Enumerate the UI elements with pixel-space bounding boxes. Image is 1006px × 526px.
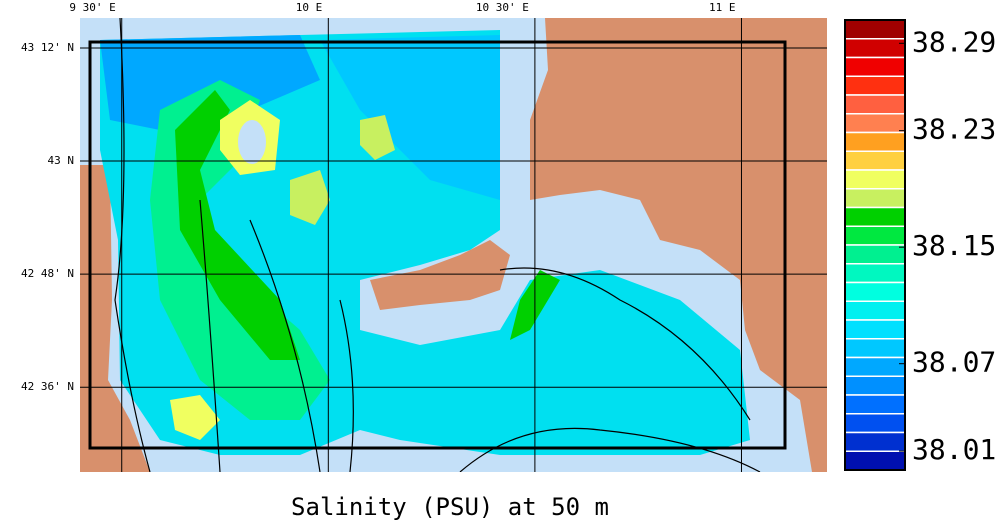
- colorbar-label: 38.07: [912, 346, 996, 379]
- color-step: [844, 338, 906, 359]
- salinity-low-east: [320, 35, 500, 200]
- map-field: [80, 18, 827, 472]
- land-mainland: [530, 18, 827, 472]
- colorbar-label: 38.15: [912, 229, 996, 262]
- color-step: [844, 413, 906, 434]
- color-step: [844, 113, 906, 134]
- island: [238, 120, 266, 164]
- color-step: [844, 169, 906, 190]
- color-step: [844, 225, 906, 246]
- salinity-patch: [360, 115, 395, 160]
- colorbar-label: 38.29: [912, 25, 996, 58]
- color-step: [844, 281, 906, 302]
- land-corsica: [80, 165, 150, 472]
- salinity-patch: [290, 170, 330, 225]
- color-step: [844, 263, 906, 284]
- domain-box: [88, 40, 787, 450]
- salinity-patch: [170, 395, 220, 440]
- color-step: [844, 131, 906, 152]
- lat-label: 42 48' N: [21, 267, 74, 280]
- colorbar: 38.29 38.23 38.15 38.07 38.01: [844, 19, 996, 471]
- color-step: [844, 150, 906, 171]
- color-step: [844, 431, 906, 452]
- lon-label: 10 30' E: [476, 1, 529, 14]
- color-step: [844, 300, 906, 321]
- colorbar-frame: [844, 19, 906, 471]
- color-step: [844, 394, 906, 415]
- color-step: [844, 450, 906, 471]
- colorbar-label: 38.23: [912, 113, 996, 146]
- color-step: [844, 206, 906, 227]
- lon-label: 9 30' E: [69, 1, 115, 14]
- color-step: [844, 38, 906, 59]
- graticule: 9 30' E 10 E 10 30' E 11 E 43 12' N 43 N 42 48…: [21, 1, 827, 472]
- color-step: [844, 319, 906, 340]
- lat-label: 42 36' N: [21, 380, 74, 393]
- color-step: [844, 75, 906, 96]
- color-step: [844, 188, 906, 209]
- color-step: [844, 56, 906, 77]
- color-step: [844, 356, 906, 377]
- salinity-core: [175, 90, 300, 360]
- color-step: [844, 94, 906, 115]
- lon-label: 11 E: [709, 1, 736, 14]
- color-step: [844, 375, 906, 396]
- color-step: [844, 19, 906, 40]
- salinity-low: [100, 35, 320, 130]
- lon-label: 10 E: [296, 1, 323, 14]
- land-elba: [370, 240, 510, 310]
- lat-label: 43 12' N: [21, 41, 74, 54]
- bathymetry-contour: [114, 18, 761, 472]
- lat-label: 43 N: [48, 154, 75, 167]
- map-title: Salinity (PSU) at 50 m: [291, 493, 609, 521]
- color-step: [844, 244, 906, 265]
- colorbar-label: 38.01: [912, 433, 996, 466]
